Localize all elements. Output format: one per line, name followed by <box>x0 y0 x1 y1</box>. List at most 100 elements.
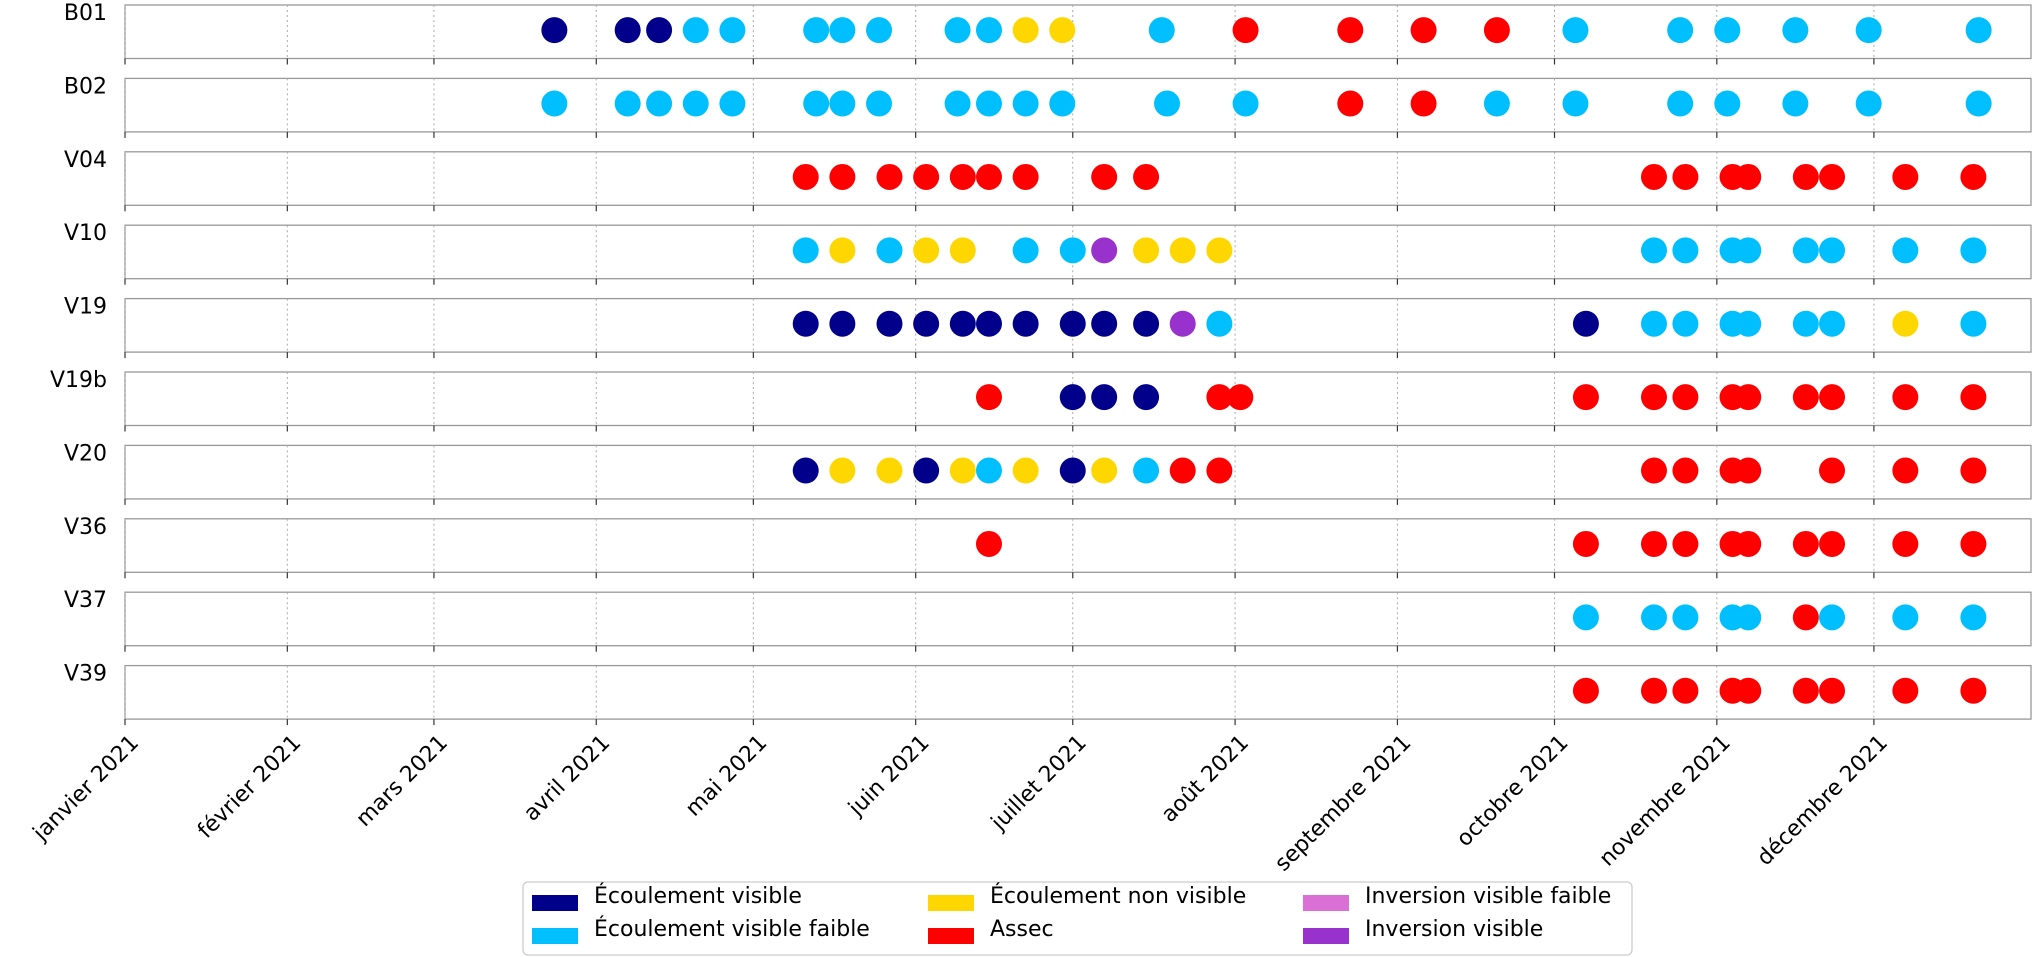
status-point <box>1640 384 1667 411</box>
status-point <box>1091 310 1118 337</box>
status-point <box>913 237 940 264</box>
status-point <box>1892 310 1919 337</box>
legend-swatch <box>928 928 974 944</box>
status-point <box>1640 677 1667 704</box>
status-point <box>1819 310 1846 337</box>
status-point <box>1960 530 1987 557</box>
status-point <box>1410 17 1437 44</box>
status-point <box>1133 237 1160 264</box>
status-point <box>1148 17 1175 44</box>
status-point <box>1572 384 1599 411</box>
status-point <box>1206 457 1233 484</box>
status-point <box>1337 90 1364 117</box>
x-tick-label: juillet 2021 <box>986 730 1092 836</box>
status-point <box>876 237 903 264</box>
x-tick-label: avril 2021 <box>519 730 615 826</box>
status-point <box>1154 90 1181 117</box>
status-point <box>1855 17 1882 44</box>
status-point <box>792 163 819 190</box>
status-point <box>1819 457 1846 484</box>
legend-swatch <box>1303 895 1349 911</box>
row-label: V36 <box>64 515 107 540</box>
x-tick-label: décembre 2021 <box>1752 730 1892 870</box>
row-panel <box>124 664 2032 720</box>
status-point <box>1562 90 1589 117</box>
row-panel <box>124 591 2032 647</box>
status-point <box>1232 90 1259 117</box>
status-point <box>1960 163 1987 190</box>
status-point <box>1672 384 1699 411</box>
status-point <box>719 17 746 44</box>
status-point <box>1892 677 1919 704</box>
status-point <box>1819 384 1846 411</box>
status-point <box>1206 384 1233 411</box>
status-point <box>1792 237 1819 264</box>
status-point <box>949 163 976 190</box>
row-label: V39 <box>64 662 107 687</box>
status-point <box>614 17 641 44</box>
status-point <box>541 90 568 117</box>
status-point <box>1965 90 1992 117</box>
legend-text: Inversion visible <box>1365 917 1543 942</box>
status-point <box>1672 530 1699 557</box>
status-point <box>1091 457 1118 484</box>
status-point <box>1792 604 1819 631</box>
status-point <box>682 17 709 44</box>
status-point <box>1562 17 1589 44</box>
row-label: V04 <box>64 148 107 173</box>
status-point <box>1965 17 1992 44</box>
status-point <box>949 237 976 264</box>
x-tick-label: février 2021 <box>193 730 306 843</box>
status-point <box>1049 17 1076 44</box>
status-point <box>876 310 903 337</box>
status-point <box>1232 17 1259 44</box>
status-point <box>1735 604 1762 631</box>
status-point <box>1735 310 1762 337</box>
status-point <box>975 310 1002 337</box>
status-point <box>1640 604 1667 631</box>
status-point <box>1337 17 1364 44</box>
status-point <box>792 310 819 337</box>
status-point <box>1672 237 1699 264</box>
legend-text: Écoulement non visible <box>990 883 1246 909</box>
status-point <box>1892 163 1919 190</box>
status-point <box>1667 90 1694 117</box>
status-point <box>1012 310 1039 337</box>
status-point <box>1206 237 1233 264</box>
legend-swatch <box>532 928 578 944</box>
status-point <box>913 457 940 484</box>
status-point <box>944 90 971 117</box>
status-point <box>646 17 673 44</box>
row-label: V37 <box>64 588 107 613</box>
status-point <box>876 163 903 190</box>
status-point <box>1059 457 1086 484</box>
status-point <box>829 237 856 264</box>
status-point <box>803 17 830 44</box>
legend-text: Écoulement visible <box>594 883 802 909</box>
status-point <box>646 90 673 117</box>
status-point <box>1133 384 1160 411</box>
status-point <box>1960 237 1987 264</box>
status-point <box>1012 17 1039 44</box>
status-point <box>614 90 641 117</box>
status-point <box>1640 530 1667 557</box>
status-point <box>1672 604 1699 631</box>
legend-text: Écoulement visible faible <box>594 916 870 942</box>
status-point <box>803 90 830 117</box>
status-point <box>829 163 856 190</box>
status-point <box>541 17 568 44</box>
row-label: V19 <box>64 295 107 320</box>
status-point <box>866 90 893 117</box>
status-point <box>949 310 976 337</box>
status-point <box>1819 237 1846 264</box>
status-point <box>1714 90 1741 117</box>
row-label: V20 <box>64 441 107 466</box>
status-point <box>1133 310 1160 337</box>
status-point <box>949 457 976 484</box>
status-point <box>1792 530 1819 557</box>
status-point <box>1672 310 1699 337</box>
status-point <box>1960 457 1987 484</box>
status-point <box>1012 90 1039 117</box>
legend-swatch <box>532 895 578 911</box>
status-point <box>1672 163 1699 190</box>
